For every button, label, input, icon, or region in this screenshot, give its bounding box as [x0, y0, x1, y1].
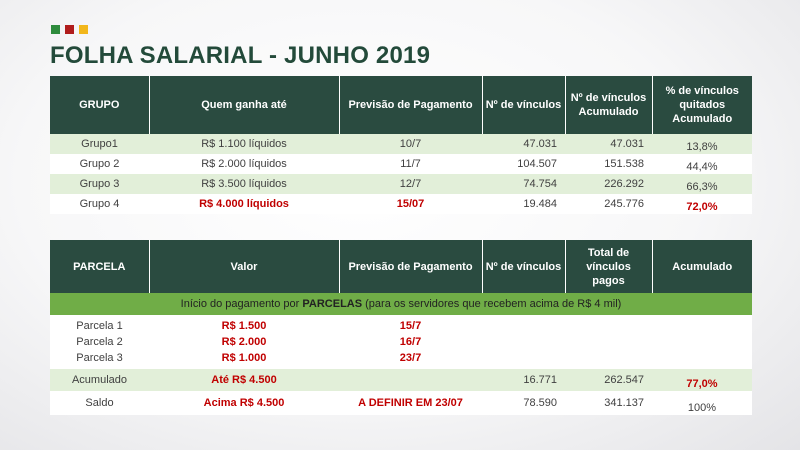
parcela-previsao: 15/7 [399, 320, 422, 332]
salary-groups-table: GRUPO Quem ganha até Previsão de Pagamen… [50, 76, 752, 214]
banner-bold: PARCELAS [302, 298, 363, 310]
cell-valor: Até R$ 4.500 [149, 369, 339, 391]
header-previsao: Previsão de Pagamento [338, 76, 482, 134]
cell-vinculos: 78.590 [482, 391, 565, 415]
cell-total: 262.547 [565, 369, 652, 391]
parcela-valor: R$ 1.000 [221, 352, 267, 364]
cell-vinculos: 74.754 [482, 174, 565, 194]
parcela-name: Parcela 3 [76, 352, 123, 364]
header-valor: Valor [148, 240, 339, 293]
cell-previsao: 15/07 [339, 194, 482, 214]
table-header-row: PARCELA Valor Previsão de Pagamento Nº d… [50, 240, 752, 293]
cell-acum: 77,0% [652, 369, 752, 391]
cell-previsao: 11/7 [339, 154, 482, 174]
cell-percent: 72,0% [652, 194, 752, 214]
cell-grupo: Grupo 3 [50, 174, 149, 194]
cell-acumulado: 226.292 [565, 174, 652, 194]
cell-empty [652, 315, 752, 369]
cell-valor: Acima R$ 4.500 [149, 391, 339, 415]
header-vinculos: Nº de vínculos [481, 240, 565, 293]
cell-quem: R$ 1.100 líquidos [149, 134, 339, 154]
red-square [65, 25, 74, 34]
green-square [51, 25, 60, 34]
banner-text: Início do pagamento por PARCELAS (para o… [50, 293, 752, 315]
parcela-name: Parcela 1 [76, 320, 123, 332]
cell-parcelas: Parcela 1 Parcela 2 Parcela 3 [50, 315, 149, 369]
cell-acum: 100% [652, 391, 752, 415]
parcelas-row: Parcela 1 Parcela 2 Parcela 3 R$ 1.500 R… [50, 315, 752, 369]
cell-previsao [339, 369, 482, 391]
table-row: Grupo1 R$ 1.100 líquidos 10/7 47.031 47.… [50, 134, 752, 154]
table-row: Grupo 3 R$ 3.500 líquidos 12/7 74.754 22… [50, 174, 752, 194]
cell-percent: 44,4% [652, 154, 752, 174]
header-parcela: PARCELA [50, 240, 149, 293]
header-acumulado: Acumulado [651, 240, 752, 293]
cell-grupo: Grupo 2 [50, 154, 149, 174]
cell-percent: 13,8% [652, 134, 752, 154]
cell-vinculos: 16.771 [482, 369, 565, 391]
cell-quem: R$ 2.000 líquidos [149, 154, 339, 174]
banner-row: Início do pagamento por PARCELAS (para o… [50, 293, 752, 315]
cell-label: Acumulado [50, 369, 149, 391]
cell-percent: 66,3% [652, 174, 752, 194]
cell-total: 341.137 [565, 391, 652, 415]
cell-vinculos: 104.507 [482, 154, 565, 174]
header-percent-quitados: % de vínculos quitados Acumulado [651, 76, 752, 134]
page-title: FOLHA SALARIAL - JUNHO 2019 [50, 42, 431, 69]
cell-quem: R$ 3.500 líquidos [149, 174, 339, 194]
header-previsao: Previsão de Pagamento [338, 240, 482, 293]
brand-squares [51, 25, 88, 34]
cell-quem: R$ 4.000 líquidos [149, 194, 339, 214]
header-quem-ganha: Quem ganha até [148, 76, 339, 134]
table-row: Grupo 4 R$ 4.000 líquidos 15/07 19.484 2… [50, 194, 752, 214]
cell-previsao: 12/7 [339, 174, 482, 194]
cell-grupo: Grupo 4 [50, 194, 149, 214]
cell-vinculos: 19.484 [482, 194, 565, 214]
header-vinculos: Nº de vínculos [481, 76, 565, 134]
banner-post: (para os servidores que recebem acima de… [362, 298, 622, 310]
cell-valores: R$ 1.500 R$ 2.000 R$ 1.000 [149, 315, 339, 369]
banner-pre: Início do pagamento por [180, 298, 303, 310]
cell-acumulado: 245.776 [565, 194, 652, 214]
parcela-valor: R$ 2.000 [221, 336, 267, 348]
header-vinculos-acumulado: Nº de vínculos Acumulado [564, 76, 652, 134]
cell-previsao: A DEFINIR EM 23/07 [339, 391, 482, 415]
cell-previsoes: 15/7 16/7 23/7 [339, 315, 482, 369]
parcela-valor: R$ 1.500 [221, 320, 267, 332]
yellow-square [79, 25, 88, 34]
header-grupo: GRUPO [50, 76, 149, 134]
cell-label: Saldo [50, 391, 149, 415]
cell-acumulado: 151.538 [565, 154, 652, 174]
cell-previsao: 10/7 [339, 134, 482, 154]
cell-grupo: Grupo1 [50, 134, 149, 154]
parcelas-table: PARCELA Valor Previsão de Pagamento Nº d… [50, 240, 752, 415]
table-row: Grupo 2 R$ 2.000 líquidos 11/7 104.507 1… [50, 154, 752, 174]
table-header-row: GRUPO Quem ganha até Previsão de Pagamen… [50, 76, 752, 134]
parcela-name: Parcela 2 [76, 336, 123, 348]
cell-empty [565, 315, 652, 369]
cell-empty [482, 315, 565, 369]
saldo-row: Saldo Acima R$ 4.500 A DEFINIR EM 23/07 … [50, 391, 752, 415]
cell-vinculos: 47.031 [482, 134, 565, 154]
header-total-pagos: Total de vínculos pagos [564, 240, 652, 293]
parcela-previsao: 16/7 [399, 336, 422, 348]
acumulado-row: Acumulado Até R$ 4.500 16.771 262.547 77… [50, 369, 752, 391]
cell-acumulado: 47.031 [565, 134, 652, 154]
parcela-previsao: 23/7 [399, 352, 422, 364]
